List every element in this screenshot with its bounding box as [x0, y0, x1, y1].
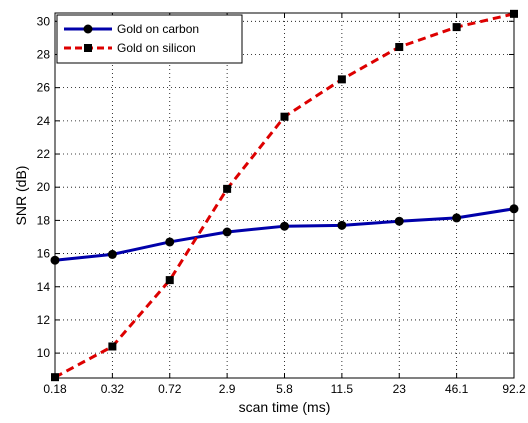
- y-tick-label: 20: [37, 180, 51, 194]
- y-tick-label: 26: [37, 81, 51, 95]
- legend-label-gold-on-silicon: Gold on silicon: [117, 41, 196, 55]
- x-axis-label: scan time (ms): [239, 399, 331, 415]
- x-tick-label: 11.5: [331, 382, 354, 396]
- series-line-gold-on-silicon: [54, 12, 515, 379]
- data-point-gold-on-silicon: [337, 75, 346, 84]
- data-point-gold-on-silicon: [108, 342, 117, 351]
- x-tick-label: 0.18: [43, 382, 67, 396]
- legend-label-gold-on-carbon: Gold on carbon: [117, 22, 199, 36]
- data-point-gold-on-carbon: [222, 227, 232, 237]
- data-point-gold-on-carbon: [280, 221, 289, 231]
- x-tick-label: 46.1: [445, 382, 469, 396]
- x-tick-label: 5.8: [276, 382, 293, 396]
- data-point-gold-on-carbon: [107, 249, 117, 259]
- ticks: 0.18 0.32 0.72 2.9 5.8 11.5 23 46.1 92.2 10 12 14 16…: [37, 13, 526, 396]
- y-tick-label: 16: [37, 247, 51, 261]
- series-line-gold-on-carbon: [54, 207, 515, 262]
- x-tick-label: 0.32: [101, 382, 125, 396]
- legend-box: [56, 14, 243, 64]
- data-point-gold-on-silicon: [223, 184, 232, 193]
- y-axis-label: SNR (dB): [13, 166, 29, 226]
- data-point-gold-on-carbon: [394, 216, 404, 226]
- data-point-gold-on-carbon: [452, 213, 462, 223]
- x-tick-label: 23: [393, 382, 407, 396]
- x-tick-label: 92.2: [502, 382, 526, 396]
- legend-marker-gold-on-carbon: [83, 24, 93, 34]
- data-point-gold-on-carbon: [165, 237, 175, 247]
- data-point-gold-on-silicon: [395, 43, 404, 52]
- legend-marker-gold-on-silicon: [84, 44, 92, 52]
- y-tick-label: 28: [37, 47, 51, 61]
- x-tick-label: 0.72: [158, 382, 182, 396]
- y-tick-label: 18: [37, 213, 51, 227]
- y-tick-label: 22: [37, 147, 51, 161]
- data-point-gold-on-silicon: [280, 112, 289, 121]
- x-tick-label: 2.9: [219, 382, 236, 396]
- data-point-gold-on-silicon: [165, 276, 174, 285]
- y-tick-label: 30: [37, 14, 51, 28]
- y-tick-label: 10: [37, 346, 51, 360]
- y-tick-label: 12: [37, 313, 51, 327]
- data-point-gold-on-carbon: [337, 220, 347, 230]
- data-point-gold-on-silicon: [452, 23, 461, 32]
- grid: [55, 13, 514, 378]
- y-tick-label: 14: [37, 280, 51, 294]
- y-tick-label: 24: [37, 114, 51, 128]
- legend: Gold on carbon Gold on silicon: [56, 14, 243, 64]
- plot-frame: [54, 12, 515, 379]
